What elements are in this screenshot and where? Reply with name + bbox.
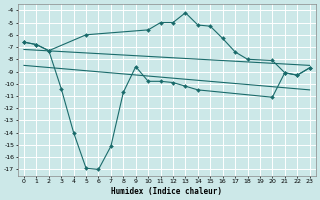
X-axis label: Humidex (Indice chaleur): Humidex (Indice chaleur) bbox=[111, 187, 222, 196]
